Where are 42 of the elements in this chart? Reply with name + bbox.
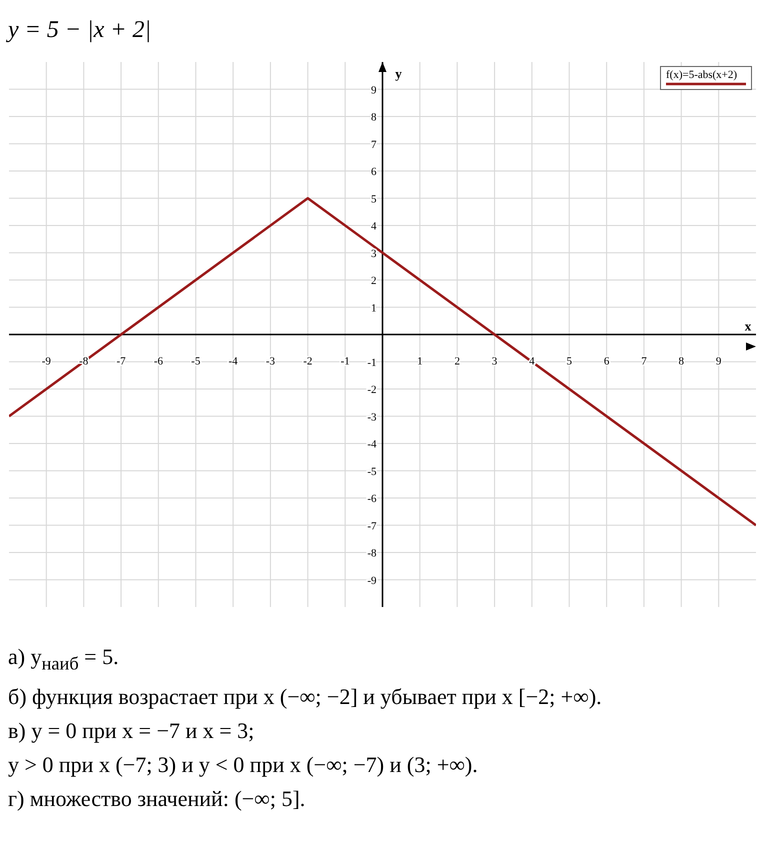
text: y > 0 при x (−7; 3) и y < 0 при x (−∞; −7) и (3; +∞).	[8, 751, 479, 780]
x-tick-label: 1	[417, 356, 423, 368]
y-tick-label: 7	[371, 138, 377, 151]
y-tick-label: -2	[367, 384, 376, 396]
y-tick-label: -5	[367, 466, 377, 478]
x-tick-label: 9	[716, 356, 722, 368]
text: б) функция возрастает при x (−∞; −2] и убывает при x [−2; +∞).	[8, 683, 603, 712]
y-tick-label: 2	[371, 275, 376, 287]
x-tick-label: 8	[678, 356, 685, 368]
x-tick-label: 3	[492, 356, 498, 368]
y-tick-label: -4	[367, 438, 377, 450]
x-tick-label: -1	[340, 356, 350, 368]
x-axis-title: x	[744, 318, 752, 334]
y-tick-label: -7	[367, 520, 377, 532]
y-tick-label: 3	[371, 248, 377, 260]
x-tick-label: 6	[604, 356, 610, 368]
text: в) y = 0 при x = −7 и x = 3;	[8, 717, 256, 746]
y-tick-label: 5	[371, 193, 377, 206]
x-tick-label: 2	[454, 356, 460, 368]
x-tick-label: -9	[42, 356, 52, 368]
y-tick-label: -8	[367, 548, 377, 560]
x-tick-label: -3	[266, 356, 276, 368]
x-tick-label: -6	[154, 356, 164, 368]
text: f(x)=5-abs(x+2)	[666, 69, 738, 81]
y-axis-title: y	[395, 66, 402, 81]
chart-title: y = 5 − |x + 2|	[8, 16, 152, 45]
y-tick-label: 4	[371, 220, 377, 232]
y-tick-label: -6	[367, 493, 377, 505]
text: а) y$_{наиб}$ = 5.	[8, 643, 120, 676]
text: г) множество значений: (−∞; 5].	[8, 785, 306, 814]
x-tick-label: -7	[116, 356, 126, 368]
x-tick-label: -5	[191, 356, 201, 368]
y-tick-label: 9	[371, 84, 377, 96]
x-tick-label: -2	[303, 356, 312, 368]
x-tick-label: 5	[566, 356, 572, 368]
x-tick-label: -4	[228, 356, 238, 368]
y-tick-label: -3	[367, 411, 377, 424]
y-tick-label: -9	[367, 574, 377, 587]
y-tick-label: 1	[371, 302, 376, 314]
y-tick-label: 8	[371, 112, 377, 124]
x-tick-label: 7	[641, 356, 648, 368]
y-tick-label: 6	[371, 166, 377, 178]
